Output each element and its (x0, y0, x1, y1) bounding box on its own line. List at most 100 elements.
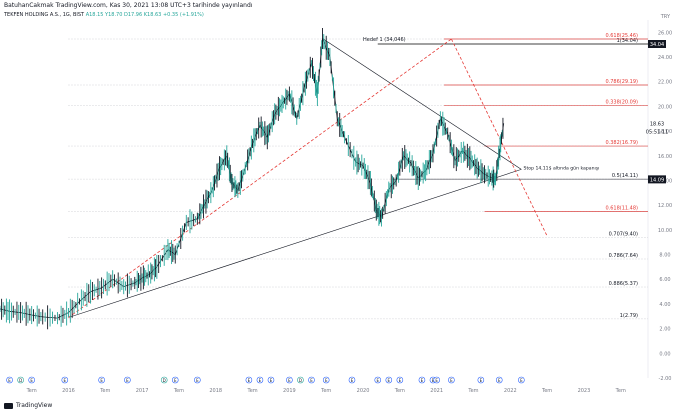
x-tick-label: Tem (541, 388, 552, 394)
event-marker-label: E (248, 378, 251, 383)
event-marker (385, 376, 393, 384)
fib-level-label: 0.618(11.48) (605, 206, 638, 212)
descending-resistance-line (322, 38, 522, 170)
event-marker (308, 376, 315, 384)
legend-change: +0.35 (+1.91%) (162, 12, 204, 18)
event-marker-label: E (8, 378, 11, 383)
event-marker-label: E (498, 378, 501, 383)
fib-level-label: 0.886(5.37) (609, 281, 638, 287)
event-marker (322, 376, 330, 384)
y-tick-label: 16.00 (658, 154, 672, 160)
event-marker-label: E (310, 378, 313, 383)
event-marker (17, 376, 24, 384)
event-marker-label: E (174, 378, 177, 383)
event-marker-label: E (100, 378, 103, 383)
y-tick-label: 18.00 (658, 129, 672, 135)
fib-level-label: 0.382(16.79) (605, 140, 638, 146)
x-tick-label: Tem (246, 388, 257, 394)
y-tick-label: 0.00 (659, 351, 670, 357)
y-tick-label: 4.00 (659, 302, 670, 308)
event-marker-label: E (64, 378, 67, 383)
price-badge-text: 05:51:11 (646, 129, 668, 135)
y-tick-label: 22.00 (658, 80, 672, 86)
target-label: Hedef 1 (34,046) (363, 37, 406, 43)
x-tick-label: 2018 (209, 388, 222, 394)
event-marker-label: E (325, 378, 328, 383)
x-tick-label: Tem (320, 388, 331, 394)
event-marker (160, 376, 168, 384)
fib-level-label: 0.707(9.40) (609, 231, 638, 237)
y-tick-label: 2.00 (659, 327, 670, 333)
event-marker (286, 376, 293, 384)
x-tick-label: 2017 (136, 388, 149, 394)
price-badge (648, 175, 666, 184)
event-marker (171, 376, 179, 384)
symbol-legend: TEKFEN HOLDING A.S., 1G, BIST A18.15 Y18… (4, 12, 204, 18)
event-marker-label: E (288, 378, 291, 383)
event-marker (98, 376, 105, 384)
fib-level-label: 0.338(20.09) (605, 99, 638, 105)
fib-level-label: 1(34.04) (617, 38, 638, 44)
event-marker-label: E (399, 378, 402, 383)
legend-open: A18.15 (85, 12, 104, 18)
y-tick-label: 8.00 (659, 253, 670, 259)
x-tick-label: Tem (615, 388, 626, 394)
event-marker-label: D (19, 378, 22, 383)
legend-high: Y18.70 (105, 12, 123, 18)
event-marker (418, 376, 426, 384)
x-tick-label: Tem (394, 388, 405, 394)
event-marker-label: E (388, 378, 391, 383)
footer-brand: TradingView (4, 402, 52, 409)
x-tick-label: Tem (99, 388, 110, 394)
rising-support-line (68, 169, 522, 318)
event-marker (28, 376, 35, 384)
tradingview-logo-icon (4, 402, 13, 409)
event-marker-label: E (376, 378, 379, 383)
legend-low: D17.96 (124, 12, 143, 18)
event-marker-label: E (30, 378, 33, 383)
event-marker-label: E (520, 378, 523, 383)
event-marker (396, 376, 404, 384)
publish-line: BatuhanCakmak TradingView.com, Kas 30, 2… (4, 2, 253, 9)
x-tick-label: 2019 (283, 388, 296, 394)
event-marker (297, 376, 304, 384)
fib-level-label: 0.5(14.11) (612, 173, 638, 179)
event-marker-label: E (270, 378, 273, 383)
x-tick-label: 2020 (357, 388, 370, 394)
price-line (0, 38, 505, 319)
x-tick-label: Tem (173, 388, 184, 394)
fib-level-label: 0.786(29.19) (605, 79, 638, 85)
event-marker (477, 376, 485, 384)
event-marker (348, 376, 356, 384)
event-marker (124, 376, 131, 384)
event-marker (256, 376, 264, 384)
x-tick-label: Tem (26, 388, 37, 394)
y-tick-label: 24.00 (658, 55, 672, 61)
fib-level-label: 0.786(7.64) (609, 253, 638, 259)
event-marker-label: E (196, 378, 199, 383)
event-marker-label: D (299, 378, 302, 383)
event-marker (194, 376, 201, 384)
event-marker-label: E (351, 378, 354, 383)
event-marker (495, 376, 503, 384)
event-marker (448, 376, 455, 384)
symbol-name[interactable]: TEKFEN HOLDING A.S., 1G, BIST (4, 12, 85, 18)
x-tick-label: 2022 (504, 388, 517, 394)
fib-projection-up (68, 38, 452, 318)
y-tick-label: 20.00 (658, 104, 672, 110)
event-marker-label: E (432, 378, 435, 383)
y-tick-label: 12.00 (658, 203, 672, 209)
y-tick-label: 10.00 (658, 228, 672, 234)
event-marker (267, 376, 275, 384)
y-tick-label: 26.00 (658, 30, 672, 36)
legend-close: K18.63 (143, 12, 162, 18)
event-marker-label: E (480, 378, 483, 383)
fib-level-label: 0.618(25.46) (605, 33, 638, 39)
event-marker-label: E (259, 378, 262, 383)
event-marker-label: E (450, 378, 453, 383)
stop-label: Stop 14,11$ altında gün kapanışı (524, 165, 600, 171)
price-badge-text: 18.63 (650, 121, 664, 127)
fib-level-label: 1(2.79) (620, 313, 638, 319)
x-tick-label: 2016 (62, 388, 75, 394)
